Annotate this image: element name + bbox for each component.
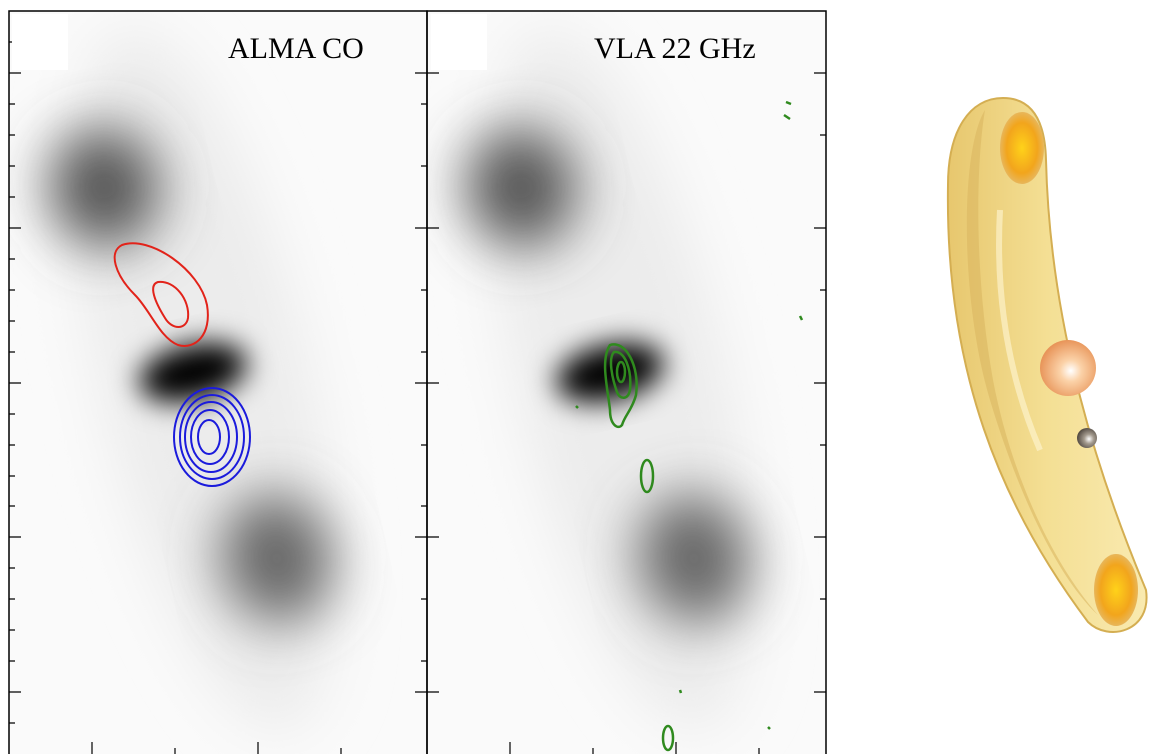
panel-label: ALMA CO (228, 32, 364, 65)
figure: ALMA CO VLA 22 GHz (0, 0, 1171, 754)
label-bg (12, 14, 68, 70)
panel-right (428, 6, 826, 754)
panel-left (9, 6, 427, 754)
label-bg (431, 14, 487, 70)
illustration (948, 98, 1147, 632)
panel-label: VLA 22 GHz (594, 32, 756, 65)
